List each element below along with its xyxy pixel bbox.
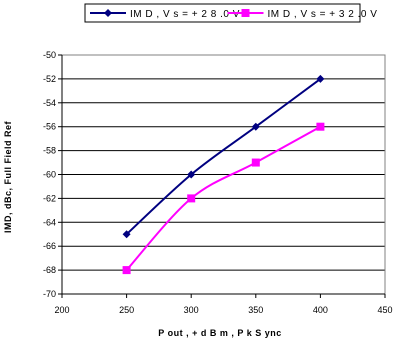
data-point-1: [316, 74, 325, 83]
y-axis-title: IMD, dBc, Full Field Ref: [3, 121, 13, 234]
y-tick-label: -62: [43, 193, 56, 203]
x-axis-title: P out , + d B m , P k S ync: [158, 328, 281, 338]
axes: [58, 54, 386, 298]
x-tick-label: 250: [119, 305, 134, 315]
x-tick-label: 400: [313, 305, 328, 315]
series-line-1: [125, 78, 321, 235]
legend-label: IM D , V s = + 3 2 .0 V: [268, 9, 378, 20]
y-tick-label: -64: [43, 217, 56, 227]
x-tick-label: 350: [248, 305, 263, 315]
y-tick-label: -56: [43, 122, 56, 132]
y-tick-label: -58: [43, 146, 56, 156]
data-point-2: [316, 122, 325, 131]
series-lines: [122, 74, 325, 275]
y-tick-label: -70: [43, 289, 56, 299]
legend-box: [84, 3, 361, 23]
legend-marker: [241, 9, 250, 17]
legend: IM D , V s = + 2 8 .0 V IM D , V s = + 3 …: [84, 3, 378, 23]
y-tick-label: -68: [43, 265, 56, 275]
series-line-2: [125, 125, 321, 271]
data-point-1: [122, 230, 131, 239]
x-tick-label: 300: [184, 305, 199, 315]
x-tick-label: 200: [54, 305, 69, 315]
y-tick-label: -60: [43, 170, 56, 180]
data-point-2: [122, 266, 131, 275]
y-tick-label: -50: [43, 50, 56, 60]
data-point-1: [251, 122, 260, 131]
y-tick-label: -52: [43, 74, 56, 84]
legend-marker: [104, 9, 112, 17]
tick-labels: -50 -52 -54 -56 -58 -60 -62 -64 -66 -68 -70 200 250 3…: [43, 50, 393, 315]
y-tick-label: -54: [43, 98, 56, 108]
x-tick-label: 450: [377, 305, 392, 315]
legend-label: IM D , V s = + 2 8 .0 V: [130, 9, 240, 20]
data-point-2: [251, 158, 260, 167]
data-point-2: [187, 194, 196, 203]
y-tick-label: -66: [43, 241, 56, 251]
grid: [62, 54, 385, 295]
data-point-1: [187, 170, 196, 179]
